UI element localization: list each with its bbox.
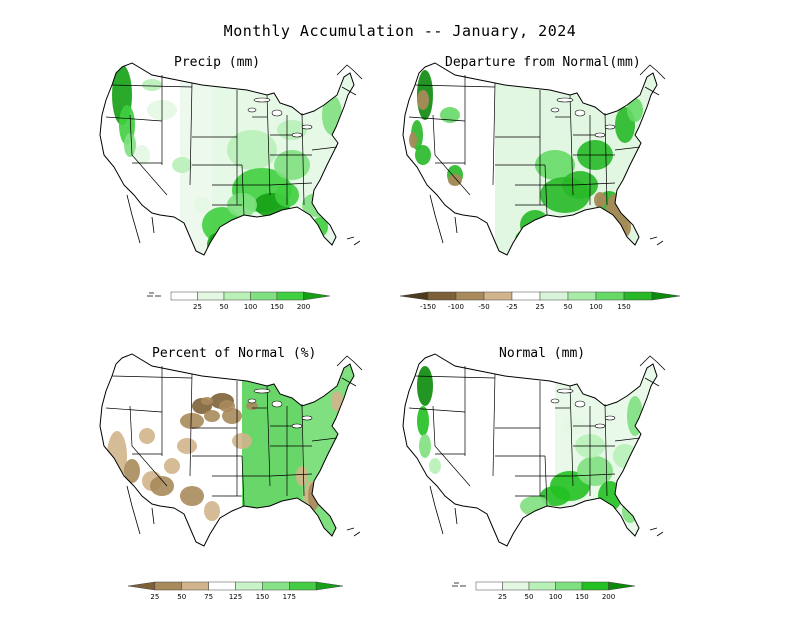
legend-normal: 25 50 100 150 200 <box>450 580 645 604</box>
legend-label: 175 <box>282 593 296 601</box>
coastline-neighbors <box>126 355 363 537</box>
legend-swatch <box>651 291 681 301</box>
legend-label: -100 <box>448 303 464 311</box>
panel-percent: Percent of Normal (%) <box>92 346 392 566</box>
legend-swatch <box>197 291 225 301</box>
legend-swatch <box>315 581 344 591</box>
panel-departure: Departure from Normal(mm) <box>395 55 695 275</box>
great-lakes <box>247 388 313 429</box>
legend-swatch <box>128 581 156 591</box>
legend-label: -25 <box>506 303 518 311</box>
map-percent <box>99 353 363 547</box>
legend-swatch <box>400 291 429 301</box>
panel-title-precip: Precip (mm) <box>174 55 261 70</box>
legend-swatch <box>235 581 263 591</box>
panel-normal: Normal (mm) <box>395 346 695 566</box>
legend-percent: 25 50 75 125 150 175 <box>128 580 353 604</box>
legend-swatch <box>154 581 182 591</box>
state-borders <box>408 366 641 507</box>
legend-swatch <box>502 581 530 591</box>
legend-swatch <box>455 291 485 301</box>
figure-title: Monthly Accumulation -- January, 2024 <box>223 22 577 40</box>
panel-title-departure: Departure from Normal(mm) <box>445 55 641 70</box>
panel-title-normal: Normal (mm) <box>499 346 586 361</box>
legend-precip: 25 50 100 150 200 <box>145 290 340 314</box>
legend-swatch <box>581 581 609 591</box>
panel-precip: Precip (mm) <box>92 55 392 275</box>
legend-label: 100 <box>548 593 563 601</box>
legend-label: 150 <box>575 593 589 601</box>
legend-swatch <box>223 291 251 301</box>
legend-label: 150 <box>255 593 270 601</box>
legend-label: 25 <box>498 593 507 601</box>
map-departure <box>402 62 666 256</box>
us-outline <box>402 353 658 547</box>
legend-swatch <box>608 581 636 591</box>
legend-label: 50 <box>177 593 187 601</box>
coastline-neighbors <box>429 355 666 537</box>
us-outline <box>99 62 355 256</box>
legend-swatch <box>181 581 209 591</box>
state-borders <box>105 366 338 507</box>
legend-swatch <box>567 291 597 301</box>
legend-label: -50 <box>478 303 490 311</box>
coastline-neighbors <box>126 64 363 246</box>
legend-swatch <box>303 291 331 301</box>
legend-swatch <box>555 581 583 591</box>
legend-label: 200 <box>296 303 311 311</box>
great-lakes <box>550 97 616 138</box>
legend-swatch <box>208 581 236 591</box>
legend-label: 75 <box>204 593 214 601</box>
legend-swatch <box>250 291 278 301</box>
legend-label: 25 <box>535 303 545 311</box>
legend-label: 100 <box>589 303 603 311</box>
us-outline <box>402 62 658 256</box>
legend-label: 50 <box>524 593 534 601</box>
legend-swatch <box>289 581 317 591</box>
legend-swatch <box>483 291 513 301</box>
state-borders <box>105 75 338 216</box>
great-lakes <box>247 97 313 138</box>
legend-label: 50 <box>563 303 573 311</box>
legend-label: 50 <box>219 303 229 311</box>
legend-swatch <box>276 291 304 301</box>
legend-swatch <box>475 581 503 591</box>
legend-label: 150 <box>617 303 631 311</box>
legend-label: 150 <box>270 303 284 311</box>
legend-label: 100 <box>243 303 258 311</box>
legend-swatch <box>539 291 569 301</box>
legend-swatch <box>170 291 198 301</box>
map-precip <box>99 62 363 256</box>
coastline-neighbors <box>429 64 666 246</box>
legend-label: 125 <box>228 593 243 601</box>
legend-swatch <box>511 291 541 301</box>
legend-swatch <box>623 291 653 301</box>
legend-swatch <box>528 581 556 591</box>
legend-lead-marks <box>452 582 466 587</box>
us-outline <box>99 353 355 547</box>
panel-title-percent: Percent of Normal (%) <box>152 346 317 361</box>
legend-swatch <box>427 291 457 301</box>
legend-swatch <box>262 581 290 591</box>
legend-departure: -150 -100 -50 -25 25 50 100 150 <box>400 290 690 314</box>
legend-label: 25 <box>193 303 202 311</box>
great-lakes <box>550 388 616 429</box>
legend-label: 25 <box>150 593 160 601</box>
state-borders <box>408 75 641 216</box>
legend-swatch <box>595 291 625 301</box>
legend-label: -150 <box>420 303 436 311</box>
legend-lead-marks <box>147 292 161 297</box>
legend-label: 200 <box>601 593 616 601</box>
map-normal <box>402 353 666 547</box>
